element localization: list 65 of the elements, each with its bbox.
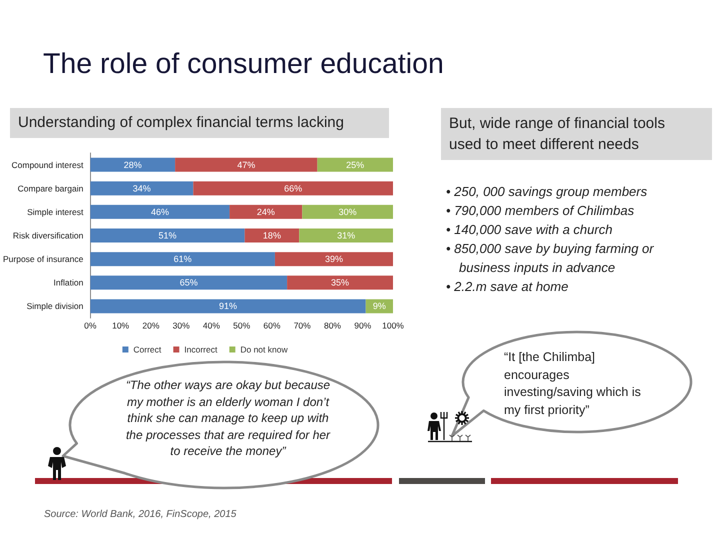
bar — [317, 158, 393, 172]
data-label: 18% — [262, 230, 281, 240]
text: • 850,000 save by buying farming or business inputs in advance — [446, 240, 655, 277]
x-tick-label: 80% — [324, 320, 342, 330]
data-label: 24% — [256, 206, 275, 217]
data-label: 66% — [284, 183, 302, 194]
y-tick-label: Purpose of insurance — [3, 254, 84, 264]
data-label: 30% — [338, 206, 357, 217]
data-label: 39% — [324, 254, 343, 264]
x-tick-label: 50% — [233, 320, 251, 330]
data-label: 25% — [346, 160, 364, 170]
x-tick-label: 70% — [294, 320, 312, 330]
bar — [193, 181, 393, 196]
data-label: 51% — [158, 230, 177, 240]
source-note: Source: World Bank, 2016, FinScope, 2015 — [44, 509, 236, 520]
data-label: 65% — [180, 278, 198, 288]
legend-label: Incorrect — [184, 344, 218, 354]
chart-title: The role of consumer education — [43, 48, 444, 81]
data-label: 28% — [124, 160, 142, 170]
bar — [287, 276, 393, 290]
bar — [230, 204, 302, 219]
bar — [90, 228, 245, 242]
y-tick-label: Compare bargain — [18, 183, 84, 194]
x-tick-label: 30% — [172, 320, 190, 330]
data-label: 31% — [337, 230, 356, 240]
x-tick-label: 60% — [263, 320, 281, 330]
x-tick-label: 40% — [202, 320, 220, 330]
bar — [90, 181, 194, 196]
data-label: 34% — [132, 183, 151, 194]
y-tick-label: Simple interest — [27, 206, 84, 217]
bar — [90, 299, 366, 314]
x-tick-label: 10% — [112, 320, 130, 330]
data-label: 47% — [237, 160, 256, 170]
bar — [175, 158, 318, 172]
y-tick-label: Risk diversification — [12, 230, 84, 240]
legend-label: Do not know — [240, 344, 288, 354]
text: • 140,000 save with a church — [446, 221, 614, 239]
bar — [244, 228, 300, 242]
bar — [90, 252, 275, 266]
y-tick-label: Compound interest — [12, 160, 84, 170]
text: • 790,000 members of Chilimbas — [446, 202, 636, 220]
bar — [299, 228, 393, 242]
data-label: 46% — [150, 206, 169, 217]
data-label: 9% — [372, 301, 386, 312]
chart-subtitle: Understanding of complex financial terms lacking — [10, 108, 389, 138]
x-tick-label: 0% — [84, 320, 97, 330]
bar — [90, 204, 230, 219]
data-label: 61% — [174, 254, 192, 264]
text: “The other ways are okay but because my mother is an elderly woman I don’t think she can manage to keep up with the processes that are required for her to receive the money” — [124, 377, 332, 460]
x-tick-label: 90% — [354, 320, 372, 330]
bar — [90, 158, 176, 172]
text: “It [the Chilimba] encourages investing/saving which is my first priority” — [504, 349, 642, 419]
bar — [302, 204, 393, 219]
y-tick-label: Simple division — [26, 301, 84, 312]
data-label: 91% — [219, 301, 238, 312]
text: But, wide range of financial tools used to meet different needs — [441, 108, 712, 160]
x-tick-label: 100% — [382, 320, 404, 330]
legend-label: Correct — [133, 344, 162, 354]
bar — [90, 276, 288, 290]
bar — [274, 252, 393, 266]
y-tick-label: Inflation — [54, 278, 84, 288]
x-tick-label: 20% — [142, 320, 160, 330]
text: • 250, 000 savings group members — [446, 183, 648, 201]
text: • 2.2.m save at home — [446, 278, 570, 296]
data-label: 35% — [331, 278, 350, 288]
